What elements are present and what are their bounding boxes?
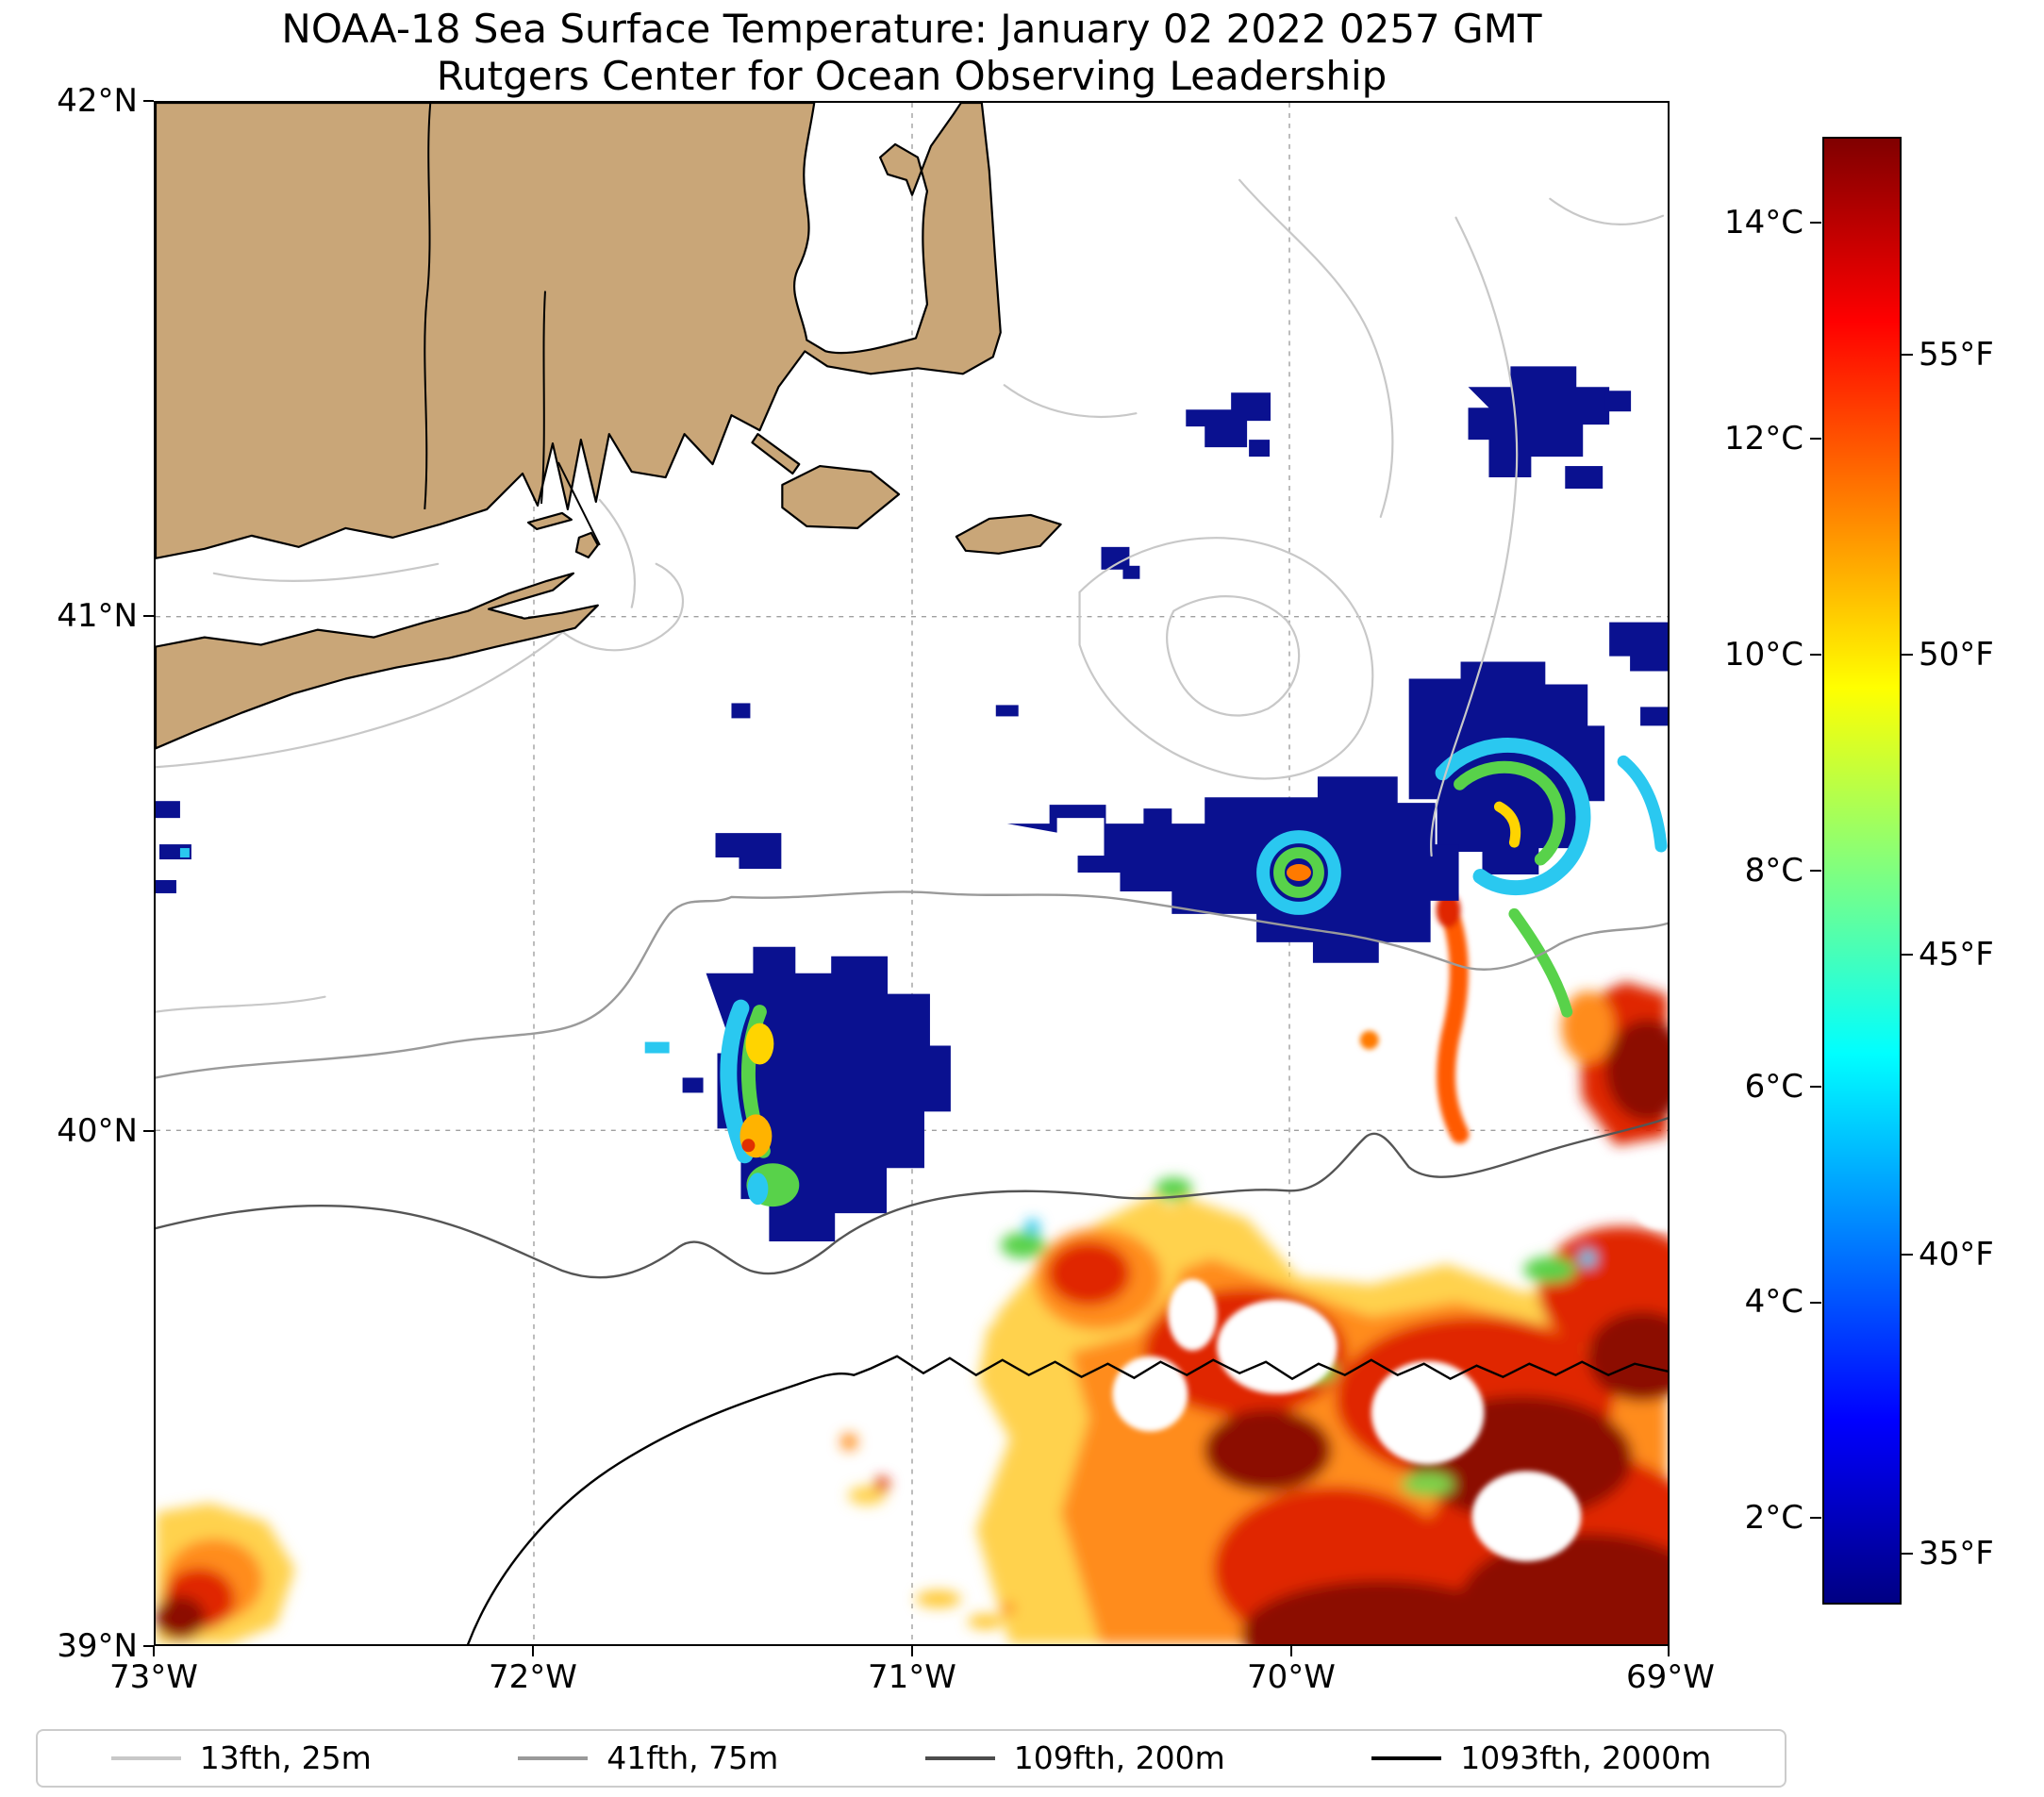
sst-eddy-details: [720, 737, 1668, 1207]
contour-75m: [156, 890, 1668, 1079]
legend-item: 1093fth, 2000m: [1371, 1740, 1711, 1776]
colorbar-celsius-label: 14°C: [1723, 204, 1803, 241]
lat-tick-label: 42°N: [57, 82, 138, 120]
legend: 13fth, 25m 41fth, 75m 109fth, 200m 1093f…: [36, 1729, 1786, 1788]
colorbar: [1822, 137, 1902, 1605]
contour-swatch-75m: [518, 1756, 589, 1760]
sst-map: [154, 101, 1670, 1646]
lat-tick-label: 40°N: [57, 1112, 138, 1150]
colorbar-fahrenheit-label: 55°F: [1919, 336, 1994, 374]
lon-tick-mark: [1668, 1646, 1670, 1656]
colorbar-fahrenheit-label: 50°F: [1919, 636, 1994, 674]
colorbar-tick-mark: [1902, 354, 1913, 356]
colorbar-tick-mark: [1810, 1517, 1821, 1519]
colorbar-fahrenheit-label: 40°F: [1919, 1236, 1994, 1273]
fishers-island: [526, 511, 573, 530]
colorbar-fahrenheit-label: 45°F: [1919, 936, 1994, 973]
long-island: [156, 572, 599, 750]
contour-swatch-200m: [924, 1756, 995, 1760]
colorbar-tick-mark: [1902, 954, 1913, 956]
legend-item-label: 41fth, 75m: [607, 1739, 779, 1776]
legend-item-label: 13fth, 25m: [199, 1739, 372, 1776]
colorbar-tick-mark: [1902, 654, 1913, 656]
lon-tick-mark: [153, 1646, 155, 1656]
colorbar-tick-mark: [1810, 870, 1821, 872]
colorbar-tick-mark: [1810, 1302, 1821, 1304]
mainland-new-england: [156, 103, 1002, 559]
lat-tick-mark: [143, 615, 154, 617]
sst-map-canvas: [156, 103, 1668, 1644]
lat-tick-mark: [143, 1130, 154, 1132]
lat-tick-label: 41°N: [57, 597, 138, 635]
colorbar-tick-mark: [1810, 1086, 1821, 1088]
lon-tick-mark: [911, 1646, 913, 1656]
legend-item-label: 1093fth, 2000m: [1460, 1739, 1712, 1776]
block-island: [574, 531, 599, 558]
colorbar-fahrenheit-label: 35°F: [1919, 1535, 1994, 1572]
bathymetry-contours: [156, 178, 1668, 1644]
colorbar-celsius-label: 8°C: [1744, 852, 1803, 890]
lon-tick-label: 71°W: [868, 1658, 956, 1696]
contour-200m: [156, 1117, 1668, 1279]
sst-warm-details: [1359, 891, 1470, 1144]
land-layer: [156, 103, 1062, 750]
lon-tick-label: 69°W: [1626, 1658, 1715, 1696]
colorbar-celsius-label: 10°C: [1723, 636, 1803, 674]
nantucket: [955, 513, 1062, 555]
lon-tick-mark: [1290, 1646, 1292, 1656]
contour-swatch-2000m: [1371, 1756, 1442, 1760]
colorbar-celsius-label: 12°C: [1723, 420, 1803, 458]
colorbar-tick-mark: [1810, 222, 1821, 224]
title-block: NOAA-18 Sea Surface Temperature: January…: [154, 6, 1670, 100]
colorbar-tick-mark: [1810, 438, 1821, 440]
page-title: NOAA-18 Sea Surface Temperature: January…: [281, 6, 1542, 52]
page-subtitle: Rutgers Center for Ocean Observing Leade…: [436, 53, 1388, 99]
lat-tick-mark: [143, 1645, 154, 1647]
legend-item: 41fth, 75m: [518, 1740, 778, 1776]
contour-swatch-25m: [110, 1756, 181, 1760]
lon-tick-mark: [532, 1646, 534, 1656]
colorbar-celsius-label: 4°C: [1744, 1283, 1803, 1321]
elizabeth-islands: [751, 433, 801, 475]
legend-item: 109fth, 200m: [924, 1739, 1225, 1776]
lat-tick-mark: [143, 100, 154, 102]
legend-item: 13fth, 25m: [110, 1739, 372, 1776]
lon-tick-label: 70°W: [1247, 1658, 1336, 1696]
rivers-borders: [424, 103, 601, 546]
colorbar-tick-mark: [1810, 654, 1821, 656]
contour-2000m: [466, 1355, 1668, 1644]
contour-25m: [156, 178, 1665, 1013]
legend-item-label: 109fth, 200m: [1013, 1739, 1225, 1776]
lon-tick-label: 72°W: [489, 1658, 577, 1696]
colorbar-celsius-label: 6°C: [1744, 1068, 1803, 1106]
colorbar-celsius-label: 2°C: [1744, 1499, 1803, 1537]
colorbar-tick-mark: [1902, 1254, 1913, 1256]
lat-tick-label: 39°N: [57, 1627, 138, 1665]
lon-tick-label: 73°W: [109, 1658, 198, 1696]
colorbar-tick-mark: [1902, 1553, 1913, 1555]
marthas-vineyard: [781, 464, 901, 529]
